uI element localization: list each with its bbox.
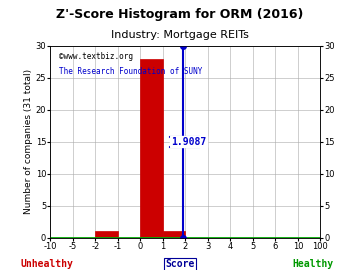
- Y-axis label: Number of companies (31 total): Number of companies (31 total): [24, 69, 33, 214]
- Text: Z'-Score Histogram for ORM (2016): Z'-Score Histogram for ORM (2016): [56, 8, 304, 21]
- Text: Industry: Mortgage REITs: Industry: Mortgage REITs: [111, 30, 249, 40]
- Text: Healthy: Healthy: [293, 259, 334, 269]
- Text: Score: Score: [165, 259, 195, 269]
- Text: 1.9087: 1.9087: [171, 137, 206, 147]
- Text: The Research Foundation of SUNY: The Research Foundation of SUNY: [59, 67, 202, 76]
- Bar: [163, 231, 185, 238]
- Bar: [140, 59, 163, 238]
- Bar: [95, 231, 118, 238]
- Text: Unhealthy: Unhealthy: [21, 259, 73, 269]
- Text: ©www.textbiz.org: ©www.textbiz.org: [59, 52, 132, 61]
